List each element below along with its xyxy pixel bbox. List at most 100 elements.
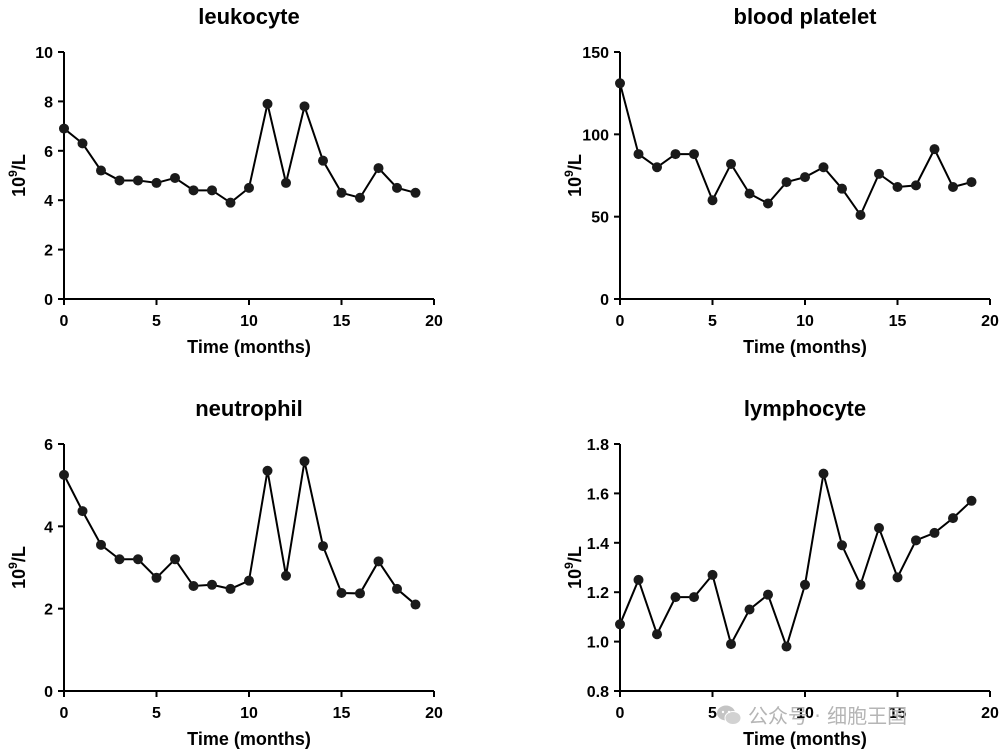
x-tick-label: 5 (152, 705, 161, 722)
data-point (59, 469, 69, 480)
data-point (170, 554, 180, 565)
x-tick-label: 0 (616, 705, 625, 722)
y-tick-label: 100 (582, 127, 609, 144)
data-point (652, 629, 662, 640)
chart-title: neutrophil (195, 396, 303, 421)
x-axis-label: Time (months) (743, 729, 867, 749)
lymphocyte-panel: lymphocyte 0.8 1.0 1.2 1.4 1.6 1.8 0 5 10 15 20 Time… (562, 396, 999, 749)
data-point (188, 185, 199, 196)
data-point (170, 172, 180, 183)
data-point (225, 197, 236, 208)
data-point (744, 604, 755, 615)
data-point (818, 468, 829, 479)
data-point (188, 581, 199, 592)
data-point (874, 168, 884, 179)
y-tick-label: 150 (582, 45, 609, 62)
series-line (619, 473, 973, 650)
data-point (96, 539, 106, 550)
wechat-icon (717, 705, 742, 725)
y-tick-label: 10 (35, 45, 53, 62)
x-axis-label: Time (months) (743, 337, 867, 357)
watermark-text: 公众号 · 细胞王国 (748, 704, 908, 728)
data-point (355, 192, 365, 203)
x-tick-label: 15 (889, 313, 907, 330)
data-point (59, 123, 69, 134)
data-point (837, 183, 847, 194)
y-tick-label: 6 (44, 144, 53, 161)
chart-title: blood platelet (734, 4, 878, 29)
data-point (262, 465, 273, 476)
y-tick-label: 4 (44, 193, 53, 210)
y-tick-label: 0.8 (587, 684, 609, 701)
data-point (707, 195, 718, 206)
data-point (207, 579, 217, 590)
data-point (781, 177, 792, 188)
series-line (63, 102, 416, 204)
x-axis-label: Time (months) (187, 337, 311, 357)
data-point (225, 583, 236, 594)
data-point (336, 187, 347, 198)
y-tick-label: 2 (44, 243, 53, 260)
y-label-base: 10 (9, 177, 29, 197)
chart-title: leukocyte (198, 4, 300, 29)
x-tick-label: 20 (981, 313, 999, 330)
x-tick-label: 20 (425, 705, 443, 722)
data-point (615, 78, 625, 89)
y-axis-label: 109/L (562, 154, 585, 197)
data-point (299, 101, 310, 112)
data-point (726, 639, 736, 650)
data-point (929, 144, 940, 155)
data-point (763, 589, 773, 600)
data-point (77, 138, 88, 149)
blood-platelet-panel: blood platelet 0 50 100 150 0 5 10 15 20 Time (mon… (562, 4, 999, 357)
data-point (670, 592, 681, 603)
x-tick-label: 15 (333, 313, 351, 330)
x-tick-label: 10 (240, 313, 258, 330)
y-tick-label: 6 (44, 437, 53, 454)
x-axis-label: Time (months) (187, 729, 311, 749)
data-point (633, 149, 644, 160)
data-point (77, 506, 88, 517)
data-point (855, 210, 866, 221)
data-point (837, 540, 847, 551)
data-point (373, 163, 384, 174)
data-point (689, 149, 699, 160)
data-point (318, 541, 328, 552)
y-axis-label: 109/L (6, 546, 29, 589)
y-label-base: 10 (9, 569, 29, 589)
x-tick-label: 5 (152, 313, 161, 330)
y-label-unit: /L (565, 154, 585, 170)
y-tick-label: 0 (600, 292, 609, 309)
series-line (63, 461, 417, 606)
y-tick-label: 1.6 (587, 486, 609, 503)
y-label-base: 10 (565, 177, 585, 197)
data-point (855, 579, 866, 590)
chart-title: lymphocyte (744, 396, 866, 421)
data-point (800, 172, 810, 183)
data-point (744, 188, 755, 199)
data-point (410, 599, 421, 610)
x-tick-label: 5 (708, 705, 717, 722)
series-line (619, 83, 972, 218)
y-tick-label: 8 (44, 94, 53, 111)
x-tick-label: 10 (796, 313, 814, 330)
data-point (96, 165, 106, 176)
data-point (114, 175, 125, 186)
data-point (392, 182, 402, 193)
data-point (207, 185, 217, 196)
data-point (818, 162, 829, 173)
x-tick-label: 15 (333, 705, 351, 722)
y-tick-label: 4 (44, 519, 53, 536)
data-point (800, 579, 810, 590)
y-label-exponent: 9 (6, 170, 20, 177)
data-point (373, 556, 384, 567)
data-point (114, 554, 125, 565)
y-label-exponent: 9 (6, 562, 20, 569)
x-tick-label: 5 (708, 313, 717, 330)
data-point (133, 175, 143, 186)
data-point (244, 182, 254, 193)
data-point (299, 456, 310, 467)
